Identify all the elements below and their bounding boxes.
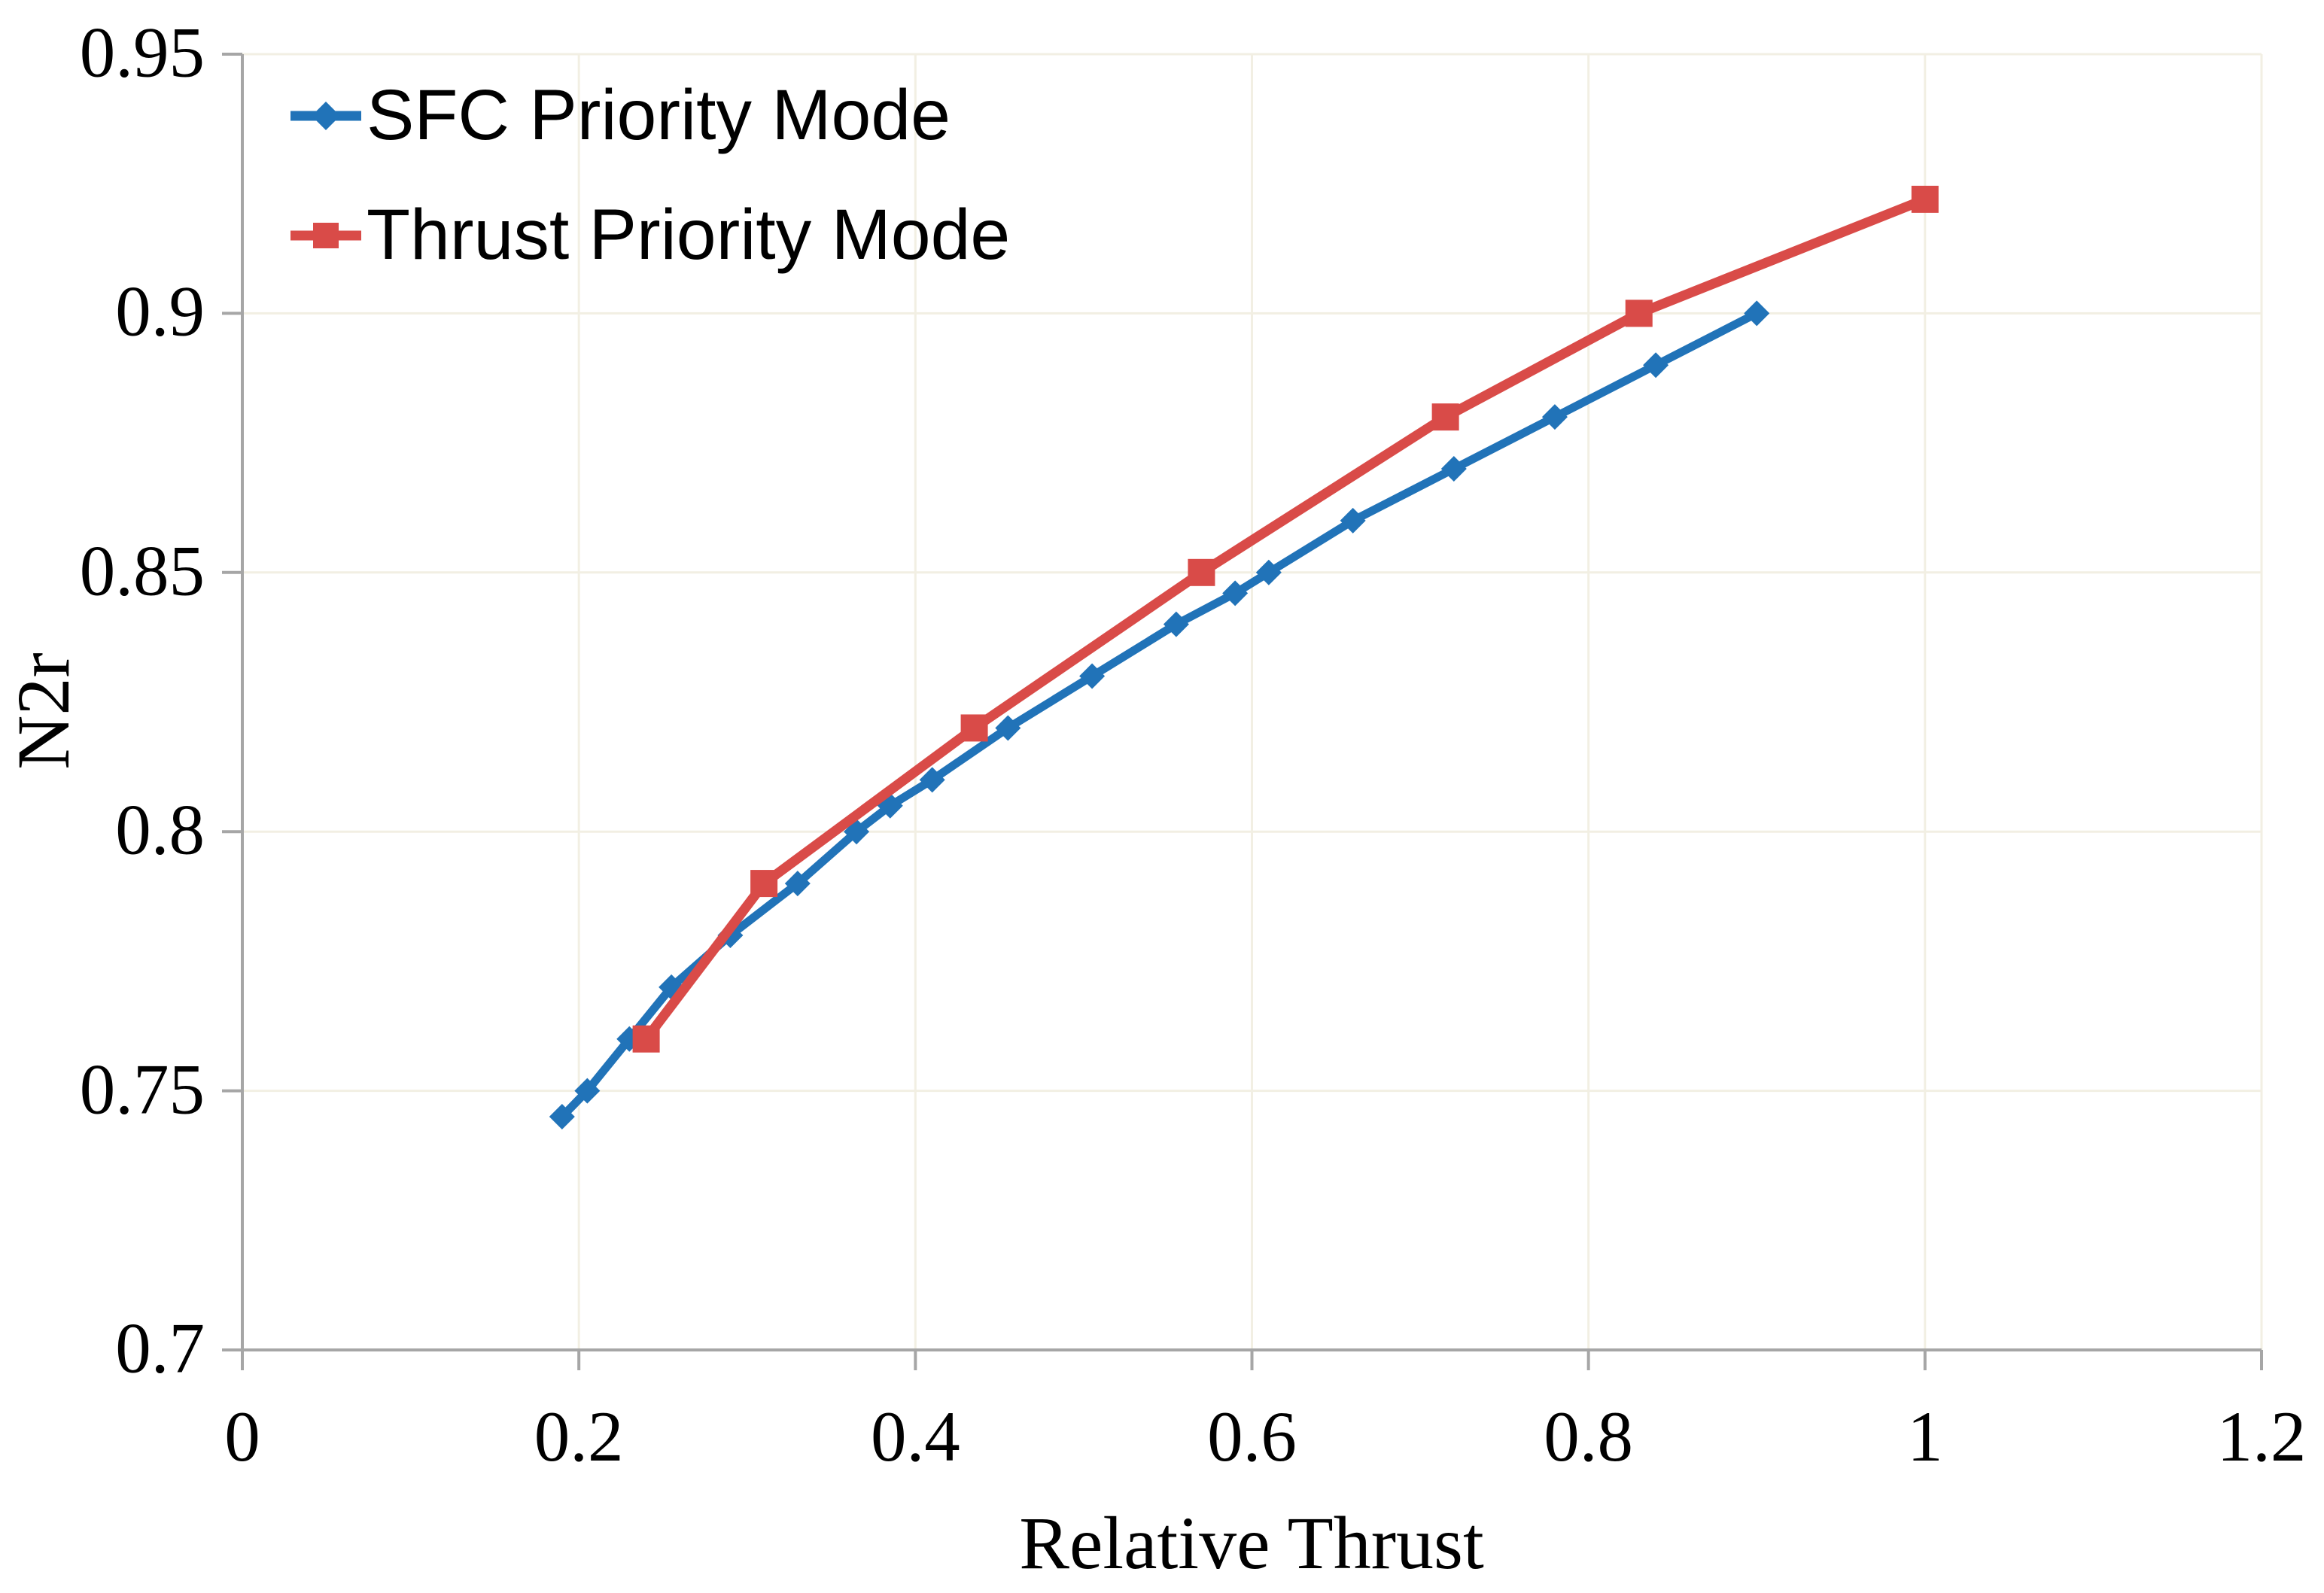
series-1-marker [1911, 185, 1939, 213]
x-tick-label: 1 [1907, 1397, 1943, 1476]
sfc-series-marker-icon [290, 102, 361, 130]
y-tick-label: 0.8 [115, 789, 205, 870]
y-tick-label: 0.7 [115, 1308, 205, 1388]
series-0-marker [1255, 559, 1282, 585]
x-tick-label: 0.6 [1207, 1397, 1297, 1476]
legend-label-thrust: Thrust Priority Mode [367, 195, 1011, 275]
series-0-marker [919, 767, 945, 793]
y-tick-label: 0.9 [115, 271, 205, 351]
y-axis-title: N2r [2, 652, 85, 770]
x-tick-label: 0.8 [1544, 1397, 1634, 1476]
series-0-marker [1643, 352, 1669, 378]
series-1-marker [750, 870, 778, 898]
series-1-marker [1625, 299, 1653, 327]
series-0-marker [1222, 580, 1249, 606]
series-0-marker [1079, 663, 1106, 689]
y-tick-label: 0.85 [79, 530, 205, 611]
series-1-marker [960, 714, 988, 742]
y-tick-label: 0.95 [79, 12, 205, 93]
series-line-0 [558, 309, 1761, 1121]
thrust-series-marker-icon [290, 223, 361, 248]
series-0-marker [549, 1104, 575, 1130]
series-0-marker [995, 715, 1021, 741]
series-1-marker [1431, 403, 1459, 431]
series-1-marker [1188, 558, 1215, 586]
series-0-marker [574, 1078, 601, 1104]
series-0-marker [1440, 456, 1467, 482]
x-tick-label: 0.2 [534, 1397, 624, 1476]
legend-label-sfc: SFC Priority Mode [367, 75, 951, 155]
series-0-marker [1340, 507, 1366, 534]
series-1-marker [632, 1025, 660, 1053]
x-tick-label: 0 [224, 1397, 260, 1476]
y-tick-label: 0.75 [79, 1049, 205, 1129]
x-tick-label: 1.2 [2216, 1397, 2307, 1476]
series-0-marker [1541, 404, 1568, 430]
series-0-marker [784, 871, 811, 897]
legend-item-sfc-priority-mode: SFC Priority Mode [288, 80, 1010, 151]
legend-item-thrust-priority-mode: Thrust Priority Mode [288, 199, 1010, 271]
legend: SFC Priority Mode Thrust Priority Mode [288, 80, 1010, 271]
series-0-marker [1163, 611, 1189, 637]
series-0-marker [1744, 300, 1770, 327]
x-axis-title: Relative Thrust [1019, 1501, 1484, 1585]
x-tick-label: 0.4 [870, 1397, 960, 1476]
